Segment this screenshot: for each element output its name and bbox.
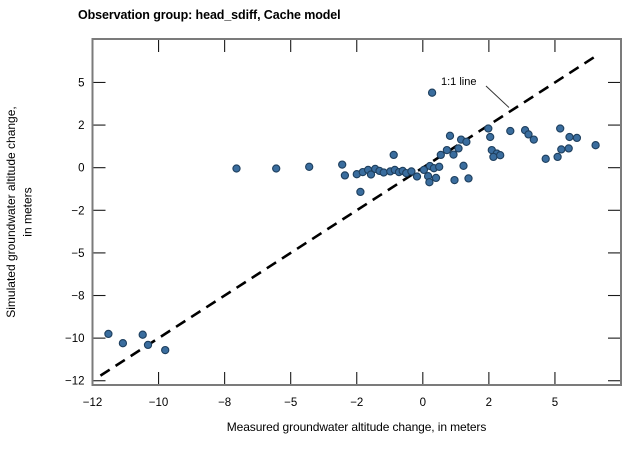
data-point: [591, 141, 600, 150]
data-point: [427, 88, 437, 97]
data-point: [529, 135, 538, 144]
data-point: [464, 174, 473, 183]
chart-title: Observation group: head_sdiff, Cache mod…: [78, 8, 341, 22]
data-point: [442, 145, 452, 155]
data-point: [143, 340, 153, 350]
data-point: [459, 161, 468, 170]
data-point: [366, 170, 376, 179]
y-tick-label: 0: [78, 163, 84, 175]
data-point: [412, 172, 422, 181]
data-point: [524, 130, 533, 139]
data-point: [484, 124, 493, 133]
data-point: [454, 144, 463, 153]
data-point: [407, 167, 416, 176]
x-tick-label: −5: [284, 397, 297, 409]
data-point: [305, 162, 314, 171]
annotation-leader-line: [485, 85, 510, 108]
x-tick-label: 5: [552, 397, 558, 409]
one-to-one-line: [99, 54, 598, 377]
x-tick-label: −2: [350, 397, 363, 409]
data-point: [557, 145, 566, 154]
data-point: [340, 171, 350, 180]
y-axis-title-line1: Simulated groundwater altitude change,: [4, 106, 18, 317]
x-tick-label: 2: [486, 397, 492, 409]
data-point: [389, 150, 398, 160]
y-tick-label: 2: [78, 120, 84, 132]
x-tick-label: −8: [218, 397, 231, 409]
x-tick-label: 0: [420, 397, 426, 409]
y-tick-label: −8: [71, 291, 84, 303]
data-point: [232, 164, 241, 173]
data-point: [541, 154, 550, 163]
data-point: [161, 345, 170, 355]
data-point: [572, 133, 582, 143]
data-point: [272, 164, 281, 173]
y-axis-title-line2: in meters: [21, 187, 35, 236]
data-point: [431, 173, 441, 183]
data-point: [118, 339, 128, 348]
one-to-one-line-label: 1:1 line: [441, 76, 476, 88]
data-point: [445, 131, 455, 140]
y-tick-label: −5: [71, 248, 84, 260]
data-point: [436, 150, 445, 160]
data-point: [564, 144, 573, 153]
x-tick-label: −12: [83, 397, 103, 409]
y-tick-label: −2: [71, 205, 84, 217]
x-axis-title: Measured groundwater altitude change, in…: [226, 420, 487, 434]
data-point: [565, 132, 574, 142]
data-point: [496, 151, 505, 160]
data-point: [462, 137, 471, 146]
y-tick-label: −10: [65, 333, 85, 345]
data-point: [435, 162, 444, 171]
plot-frame: [91, 38, 622, 386]
data-point: [356, 187, 365, 197]
data-point: [138, 330, 147, 339]
data-point: [379, 168, 388, 177]
data-point: [486, 132, 495, 142]
x-tick-label: −10: [149, 397, 169, 409]
y-tick-label: 5: [78, 77, 84, 89]
data-point: [489, 152, 498, 162]
data-point: [449, 150, 458, 159]
data-point: [506, 126, 515, 136]
data-point: [104, 329, 113, 339]
data-point: [450, 175, 459, 185]
data-point: [556, 124, 565, 133]
data-point: [425, 178, 434, 187]
data-point: [338, 160, 347, 169]
data-point: [553, 152, 562, 162]
y-tick-label: −12: [65, 376, 85, 388]
data-point: [419, 165, 429, 175]
